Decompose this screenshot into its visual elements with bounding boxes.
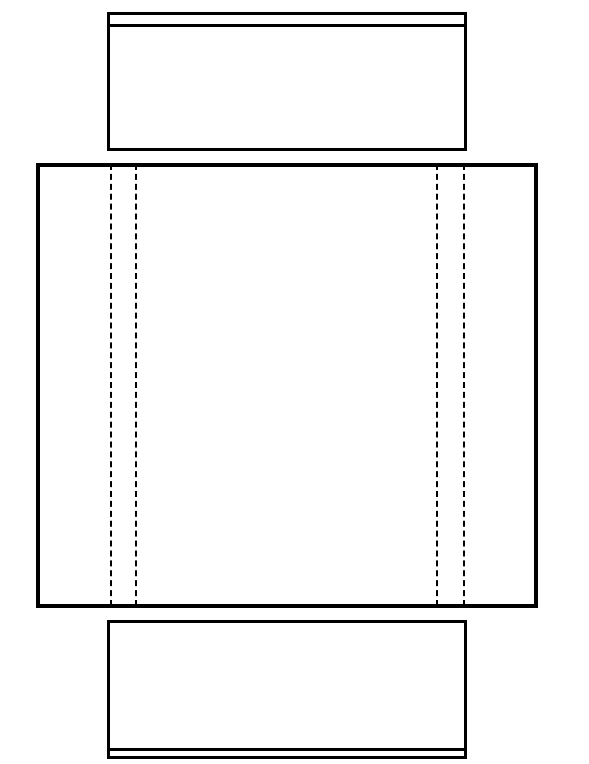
box-template-diagram (0, 0, 589, 764)
top-flap (107, 12, 467, 151)
top-fold-line (110, 24, 464, 27)
fold-dash-line-2 (135, 164, 137, 606)
fold-dash-line-1 (110, 164, 112, 606)
bottom-flap (107, 620, 467, 759)
bottom-fold-line (110, 748, 464, 751)
fold-dash-line-4 (463, 164, 465, 606)
fold-dash-line-3 (436, 164, 438, 606)
